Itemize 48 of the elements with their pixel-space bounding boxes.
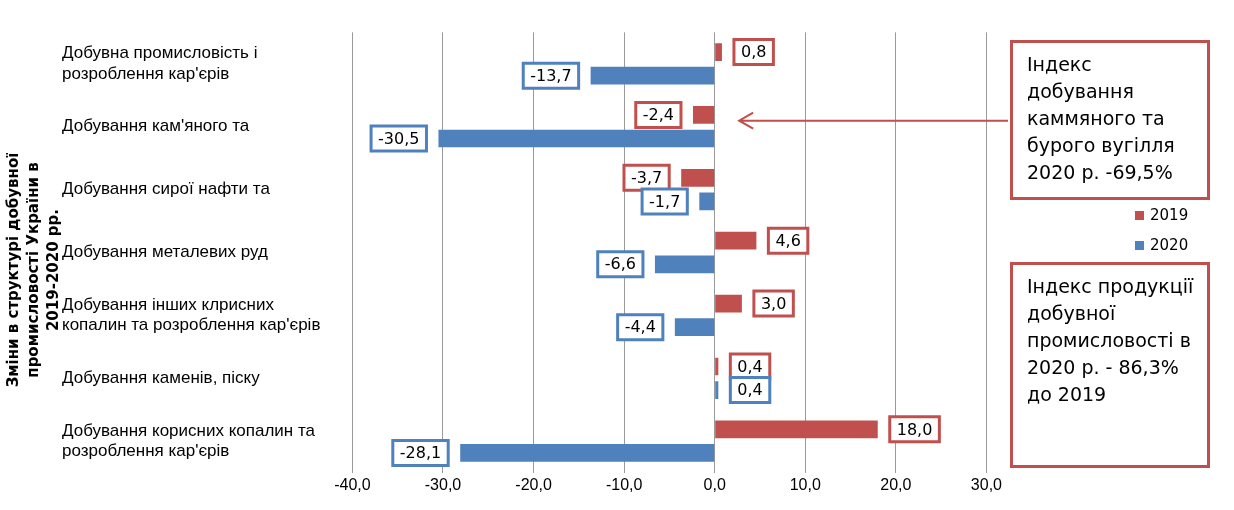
data-label: -2,4 bbox=[642, 105, 674, 125]
x-tick-label: -30,0 bbox=[424, 475, 462, 493]
y-axis-title: Зміни в структурі добувної промисловості України в 2019-2020 рр. bbox=[3, 152, 62, 388]
bar bbox=[715, 381, 719, 399]
x-tick-label: 30,0 bbox=[970, 475, 1003, 493]
data-label: -4,4 bbox=[624, 317, 656, 337]
bar bbox=[715, 294, 742, 313]
data-label: -3,7 bbox=[630, 167, 663, 187]
x-tick-label: -40,0 bbox=[334, 475, 371, 493]
data-label: 0,4 bbox=[737, 356, 763, 376]
y-tick-label: Добування корисних копалин та розроблення кар'єрів bbox=[62, 420, 316, 461]
text: Індекс продукції добувної промисловості в 2020 р. - 86,3% до 2019 bbox=[1010, 262, 1210, 468]
bar bbox=[590, 66, 715, 85]
y-tick-label: Добування кам'яного та bbox=[62, 116, 250, 136]
data-label: -28,1 bbox=[399, 443, 442, 463]
x-tick-label: 20,0 bbox=[880, 475, 912, 493]
y-tick-label: Добування сирої нафти та bbox=[62, 179, 271, 199]
bar bbox=[681, 168, 715, 187]
x-tick-label: -20,0 bbox=[515, 475, 552, 493]
data-label: 3,0 bbox=[760, 293, 787, 313]
y-tick-label: Добування каменів, піску bbox=[62, 367, 261, 387]
y-tick-label: Добування металевих руд bbox=[62, 242, 268, 262]
bar bbox=[692, 106, 715, 124]
y-tick-label: Добувна промисловість і розроблення кар'єрів bbox=[62, 43, 258, 83]
bar bbox=[715, 43, 722, 61]
data-label: 0,8 bbox=[740, 42, 767, 62]
data-label: -1,7 bbox=[649, 191, 681, 211]
data-label: 18,0 bbox=[896, 419, 933, 439]
data-label: -13,7 bbox=[530, 65, 572, 85]
bar bbox=[438, 129, 715, 148]
data-label: 0,4 bbox=[737, 380, 763, 400]
bar bbox=[715, 357, 719, 376]
data-label: 4,6 bbox=[775, 230, 801, 250]
y-tick-label: Добування інших клрисних копалин та розроблення кар'єрів bbox=[62, 294, 321, 335]
legend-label: 2019 bbox=[1150, 206, 1189, 224]
bar bbox=[654, 255, 715, 274]
bar bbox=[715, 231, 757, 250]
bar bbox=[715, 420, 878, 439]
bar bbox=[460, 444, 715, 462]
legend-label: 2020 bbox=[1150, 236, 1189, 254]
bar bbox=[699, 192, 715, 211]
x-tick-label: -10,0 bbox=[605, 475, 643, 493]
x-tick-label: 0,0 bbox=[703, 475, 726, 493]
data-label: -30,5 bbox=[378, 128, 420, 148]
text: Індекс добування каммяного та бурого вугілля 2020 р. -69,5% bbox=[1010, 40, 1210, 200]
bar bbox=[674, 318, 715, 337]
x-tick-label: 10,0 bbox=[789, 475, 821, 493]
data-label: -6,6 bbox=[604, 254, 636, 274]
